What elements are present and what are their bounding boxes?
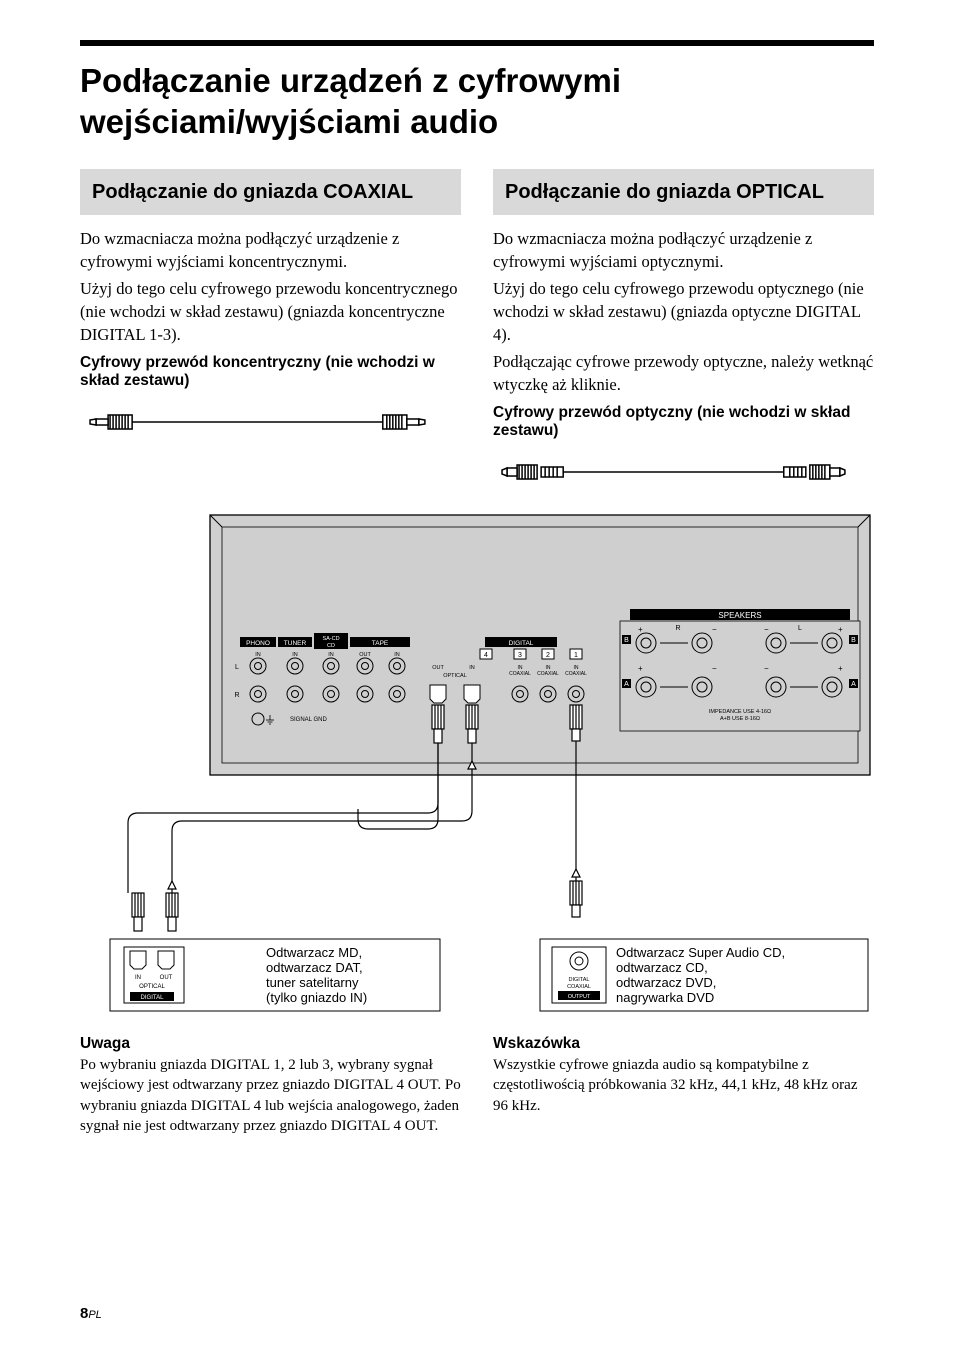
page-title: Podłączanie urządzeń z cyfrowymi wejścia… bbox=[80, 60, 874, 143]
spk-l: L bbox=[798, 625, 802, 632]
svg-text:tuner satelitarny: tuner satelitarny bbox=[266, 975, 359, 990]
coaxial-para-2: Użyj do tego celu cyfrowego przewodu kon… bbox=[80, 277, 461, 346]
svg-text:odtwarzacz DVD,: odtwarzacz DVD, bbox=[616, 975, 716, 990]
svg-text:OPTICAL: OPTICAL bbox=[443, 673, 467, 679]
svg-text:1: 1 bbox=[574, 652, 578, 659]
svg-text:COAXIAL: COAXIAL bbox=[537, 671, 559, 677]
svg-text:−: − bbox=[712, 664, 717, 673]
coaxial-cable-icon bbox=[80, 404, 461, 440]
svg-text:SA-CD: SA-CD bbox=[322, 636, 339, 642]
optical-para-2: Użyj do tego celu cyfrowego przewodu opt… bbox=[493, 277, 874, 346]
optical-cable-icon bbox=[493, 454, 874, 490]
svg-text:COAXIAL: COAXIAL bbox=[567, 984, 591, 990]
svg-text:A: A bbox=[851, 681, 856, 688]
callout-right-device: DIGITAL COAXIAL OUTPUT bbox=[552, 947, 606, 1003]
impedance-label: IMPEDANCE USE 4-16Ω bbox=[709, 709, 771, 715]
note-heading: Uwaga bbox=[80, 1035, 461, 1053]
svg-text:B: B bbox=[624, 637, 629, 644]
svg-text:A: A bbox=[624, 681, 629, 688]
rear-panel-svg: SPEAKERS R L + − − + B B + − − + A A IMP… bbox=[80, 509, 875, 1029]
page-suffix: PL bbox=[88, 1309, 101, 1321]
svg-text:OUTPUT: OUTPUT bbox=[568, 994, 591, 1000]
svg-text:A+B USE 8-16Ω: A+B USE 8-16Ω bbox=[720, 716, 760, 722]
svg-text:(tylko gniazdo IN): (tylko gniazdo IN) bbox=[266, 990, 367, 1005]
speakers-label: SPEAKERS bbox=[718, 611, 761, 620]
svg-text:OUT: OUT bbox=[160, 975, 173, 981]
svg-text:−: − bbox=[764, 664, 769, 673]
left-column: Podłączanie do gniazda COAXIAL Do wzmacn… bbox=[80, 169, 461, 504]
svg-text:+: + bbox=[838, 664, 843, 673]
svg-text:+: + bbox=[638, 664, 643, 673]
svg-text:PHONO: PHONO bbox=[246, 640, 270, 647]
svg-text:IN: IN bbox=[292, 652, 298, 658]
svg-text:−: − bbox=[712, 625, 717, 634]
svg-text:DIGITAL: DIGITAL bbox=[509, 640, 534, 647]
svg-text:IN: IN bbox=[328, 652, 334, 658]
section-head-coaxial: Podłączanie do gniazda COAXIAL bbox=[80, 169, 461, 215]
svg-text:+: + bbox=[838, 625, 843, 634]
svg-text:TUNER: TUNER bbox=[284, 640, 307, 647]
svg-text:nagrywarka DVD: nagrywarka DVD bbox=[616, 990, 714, 1005]
svg-text:IN: IN bbox=[255, 652, 261, 658]
svg-text:DIGITAL: DIGITAL bbox=[141, 995, 165, 1001]
coaxial-heading: Podłączanie do gniazda COAXIAL bbox=[92, 179, 449, 205]
callout-left-device: IN OUT OPTICAL DIGITAL bbox=[124, 947, 184, 1003]
coaxial-subhead: Cyfrowy przewód koncentryczny (nie wchod… bbox=[80, 354, 461, 390]
svg-text:OPTICAL: OPTICAL bbox=[139, 984, 165, 990]
svg-text:4: 4 bbox=[484, 652, 488, 659]
svg-text:2: 2 bbox=[546, 652, 550, 659]
spk-r: R bbox=[675, 625, 680, 632]
top-divider bbox=[80, 40, 874, 46]
svg-text:IN: IN bbox=[469, 665, 475, 671]
svg-text:OUT: OUT bbox=[432, 665, 444, 671]
svg-text:B: B bbox=[851, 637, 856, 644]
svg-text:Odtwarzacz MD,: Odtwarzacz MD, bbox=[266, 945, 362, 960]
page-number: 8PL bbox=[80, 1305, 102, 1322]
optical-subhead: Cyfrowy przewód optyczny (nie wchodzi w … bbox=[493, 404, 874, 440]
optical-para-1: Do wzmacniacza można podłączyć urządzeni… bbox=[493, 227, 874, 273]
svg-text:DIGITAL: DIGITAL bbox=[569, 977, 590, 983]
svg-text:3: 3 bbox=[518, 652, 522, 659]
coaxial-para-1: Do wzmacniacza można podłączyć urządzeni… bbox=[80, 227, 461, 273]
right-column: Podłączanie do gniazda OPTICAL Do wzmacn… bbox=[493, 169, 874, 504]
tip-heading: Wskazówka bbox=[493, 1035, 874, 1053]
svg-text:odtwarzacz CD,: odtwarzacz CD, bbox=[616, 960, 708, 975]
tip-body: Wszystkie cyfrowe gniazda audio są kompa… bbox=[493, 1055, 874, 1116]
svg-text:L: L bbox=[235, 664, 239, 671]
svg-text:COAXIAL: COAXIAL bbox=[565, 671, 587, 677]
svg-text:Odtwarzacz Super Audio CD,: Odtwarzacz Super Audio CD, bbox=[616, 945, 785, 960]
notes-row: Uwaga Po wybraniu gniazda DIGITAL 1, 2 l… bbox=[80, 1035, 874, 1136]
note-body: Po wybraniu gniazda DIGITAL 1, 2 lub 3, … bbox=[80, 1055, 461, 1136]
svg-text:TAPE: TAPE bbox=[372, 640, 389, 647]
svg-text:+: + bbox=[638, 625, 643, 634]
section-head-optical: Podłączanie do gniazda OPTICAL bbox=[493, 169, 874, 215]
svg-text:CD: CD bbox=[327, 643, 335, 649]
connection-diagram: SPEAKERS R L + − − + B B + − − + A A IMP… bbox=[80, 509, 874, 1029]
svg-text:−: − bbox=[764, 625, 769, 634]
tip-column: Wskazówka Wszystkie cyfrowe gniazda audi… bbox=[493, 1035, 874, 1136]
svg-text:IN: IN bbox=[135, 975, 141, 981]
optical-heading: Podłączanie do gniazda OPTICAL bbox=[505, 179, 862, 205]
coax-cable bbox=[570, 705, 582, 917]
note-column: Uwaga Po wybraniu gniazda DIGITAL 1, 2 l… bbox=[80, 1035, 461, 1136]
svg-text:COAXIAL: COAXIAL bbox=[509, 671, 531, 677]
svg-text:odtwarzacz DAT,: odtwarzacz DAT, bbox=[266, 960, 363, 975]
svg-text:OUT: OUT bbox=[359, 652, 371, 658]
intro-columns: Podłączanie do gniazda COAXIAL Do wzmacn… bbox=[80, 169, 874, 504]
svg-text:R: R bbox=[234, 692, 239, 699]
optical-para-3: Podłączając cyfrowe przewody optyczne, n… bbox=[493, 350, 874, 396]
svg-text:SIGNAL GND: SIGNAL GND bbox=[290, 717, 327, 723]
svg-text:IN: IN bbox=[394, 652, 400, 658]
